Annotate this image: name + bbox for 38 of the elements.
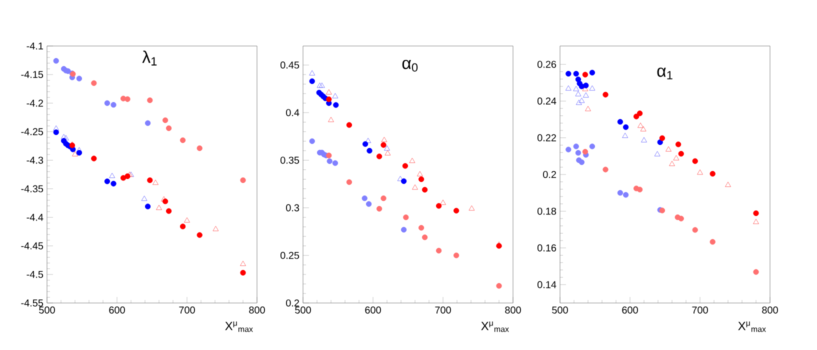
x-tick-label: 700 <box>179 306 195 314</box>
y-tick-label: 0.16 <box>537 244 556 252</box>
x-tick-label: 500 <box>295 306 311 314</box>
chart-title: λ$_{1}$ <box>142 50 157 66</box>
x-tick-label: 600 <box>622 306 638 314</box>
y-tick-label: 0.2 <box>286 299 299 307</box>
x-tick-label: 600 <box>365 306 381 314</box>
y-tick-label: 0.4 <box>286 109 300 116</box>
x-tick-label: 500 <box>39 306 55 314</box>
y-tick-label: -4.4 <box>26 214 44 221</box>
y-tick-label: 0.26 <box>537 60 556 68</box>
x-tick-label: 500 <box>552 306 568 314</box>
y-tick-label: 0.35 <box>280 156 300 164</box>
y-tick-label: -4.2 <box>26 100 43 107</box>
y-tick-label: 0.14 <box>537 281 556 288</box>
y-tick-label: -4.45 <box>21 242 44 250</box>
y-tick-label: 0.2 <box>543 170 556 178</box>
y-tick-label: 0.18 <box>537 208 556 215</box>
x-tick-label: 700 <box>692 306 708 314</box>
x-tick-label: 800 <box>249 306 265 314</box>
y-tick-label: -4.35 <box>21 185 44 192</box>
x-tick-label: 700 <box>435 306 451 314</box>
x-tick-label: 800 <box>505 306 521 314</box>
text: α$_{1}$ <box>657 68 672 80</box>
y-tick-label: -4.5 <box>26 270 44 278</box>
y-tick-label: 0.3 <box>286 204 300 212</box>
y-tick-label: -4.1 <box>26 42 44 50</box>
x-tick-label: 600 <box>109 306 125 314</box>
y-tick-label: 0.45 <box>280 62 300 69</box>
y-tick-label: -4.25 <box>21 128 44 136</box>
y-tick-label: 0.24 <box>537 98 556 105</box>
y-tick-label: -4.55 <box>21 300 44 306</box>
x-tick-label: 800 <box>762 306 778 314</box>
y-tick-label: 0.25 <box>280 252 300 259</box>
y-tick-label: -4.15 <box>21 71 44 78</box>
y-tick-label: -4.3 <box>26 156 44 164</box>
y-tick-label: 0.22 <box>537 134 556 142</box>
text: α$_{0}$ <box>402 60 418 72</box>
